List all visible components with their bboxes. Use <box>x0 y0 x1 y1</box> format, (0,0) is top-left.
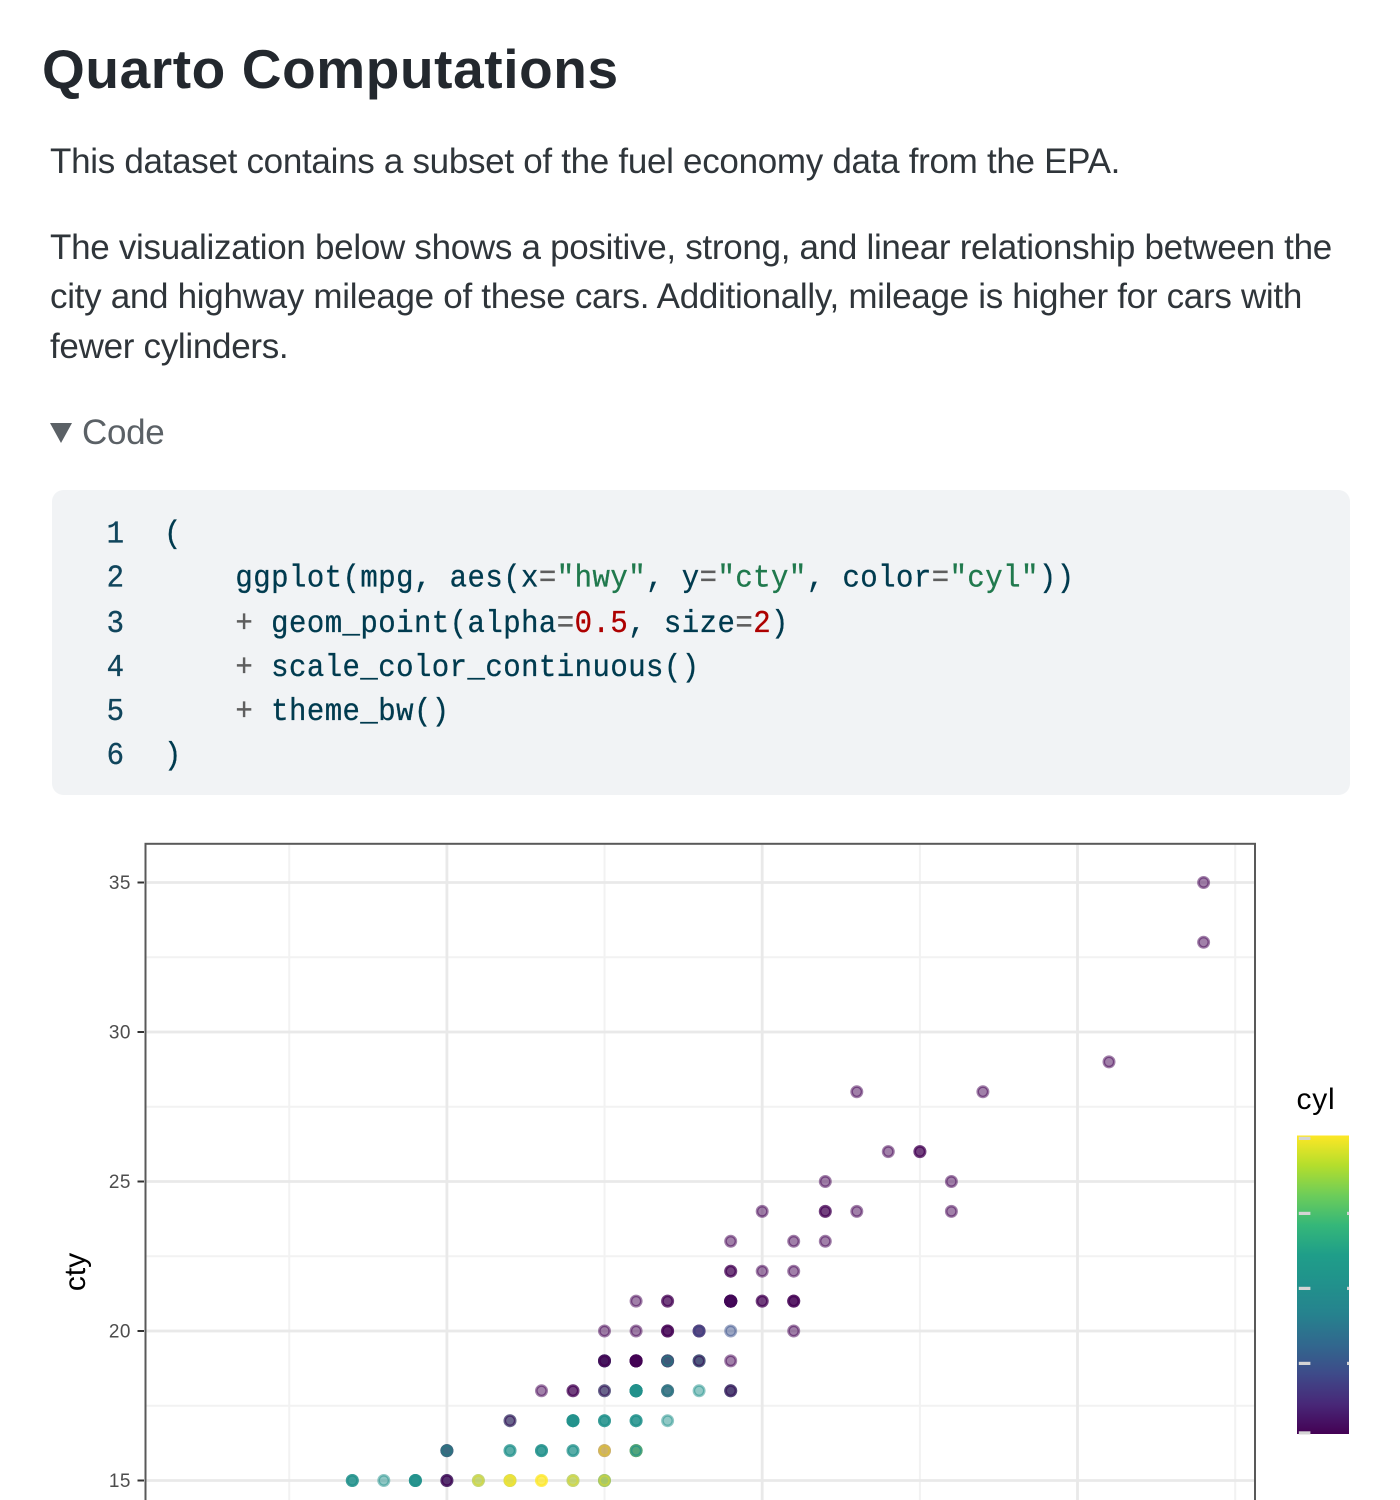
svg-text:cyl: cyl <box>1296 1083 1335 1116</box>
svg-text:cty: cty <box>59 1253 92 1291</box>
svg-text:20: 20 <box>109 1322 131 1343</box>
svg-text:30: 30 <box>109 1023 131 1044</box>
svg-text:15: 15 <box>109 1471 131 1492</box>
svg-text:35: 35 <box>109 873 131 894</box>
svg-text:25: 25 <box>109 1172 131 1193</box>
